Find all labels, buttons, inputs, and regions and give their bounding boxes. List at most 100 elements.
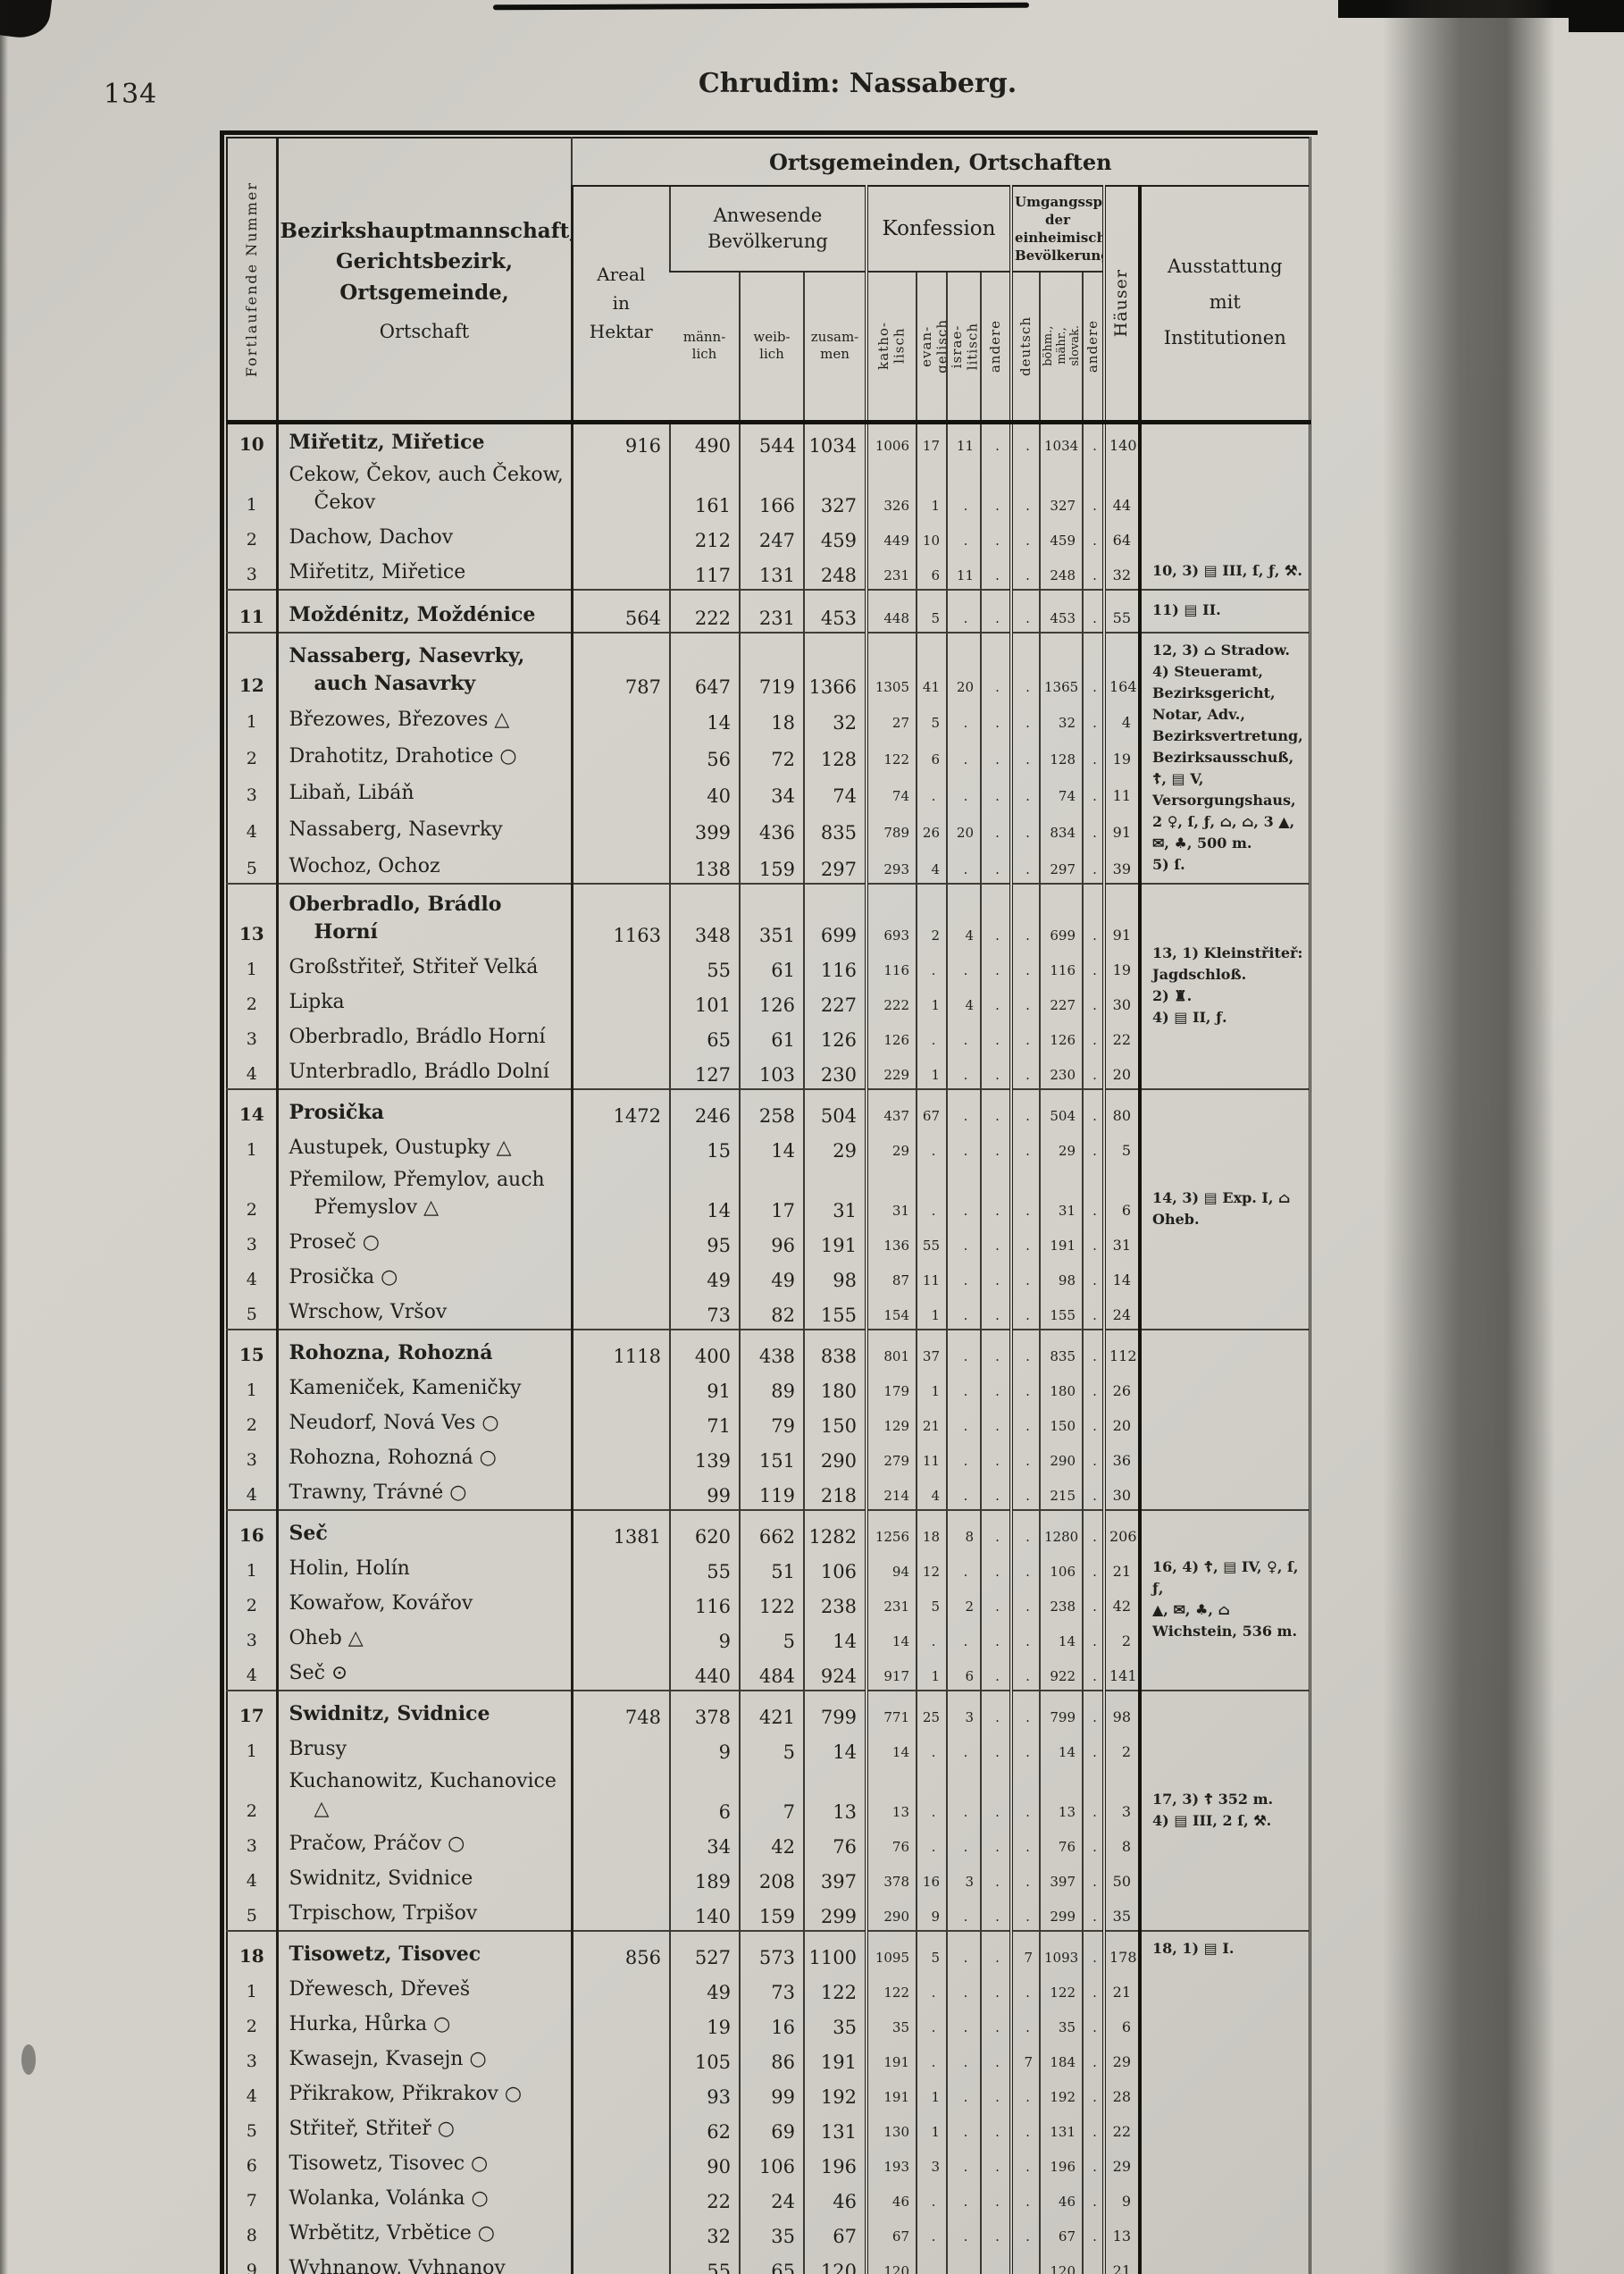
cell-de: . — [1009, 1293, 1040, 1330]
cell-ar — [570, 773, 670, 810]
cell-ha: 55 — [1102, 588, 1140, 633]
cell-name: Nassaberg, Nasevrky, auch Nasavrky — [275, 631, 572, 701]
cell-ev: 6 — [916, 736, 947, 774]
cell-nr: 2 — [246, 1199, 257, 1220]
cell-z: 31 — [803, 1163, 866, 1224]
cell-ev: 25 — [916, 1689, 947, 1731]
table-row: 1 Großstřiteř, Střiteř Velká 55 61 116 116...… — [227, 948, 1310, 984]
cell-is: . — [946, 2040, 981, 2076]
cell-ka: 789 — [865, 809, 917, 846]
cell-ar — [570, 1129, 670, 1164]
ink-mark-top-right-corner — [1569, 0, 1624, 32]
cell-m: 490 — [669, 422, 740, 459]
cell-nr: 2 — [246, 1414, 257, 1435]
cell-ak: . — [980, 809, 1011, 846]
cell-as: . — [1082, 1087, 1104, 1129]
cell-ar — [570, 1765, 670, 1825]
cell-is: . — [946, 1129, 981, 1164]
cell-name: Holin, Holín — [275, 1549, 572, 1585]
cell-ar: 564 — [570, 588, 670, 633]
cell-ha: 3 — [1102, 1765, 1140, 1825]
cell-ev: 6 — [916, 553, 947, 590]
cell-z: 180 — [803, 1369, 866, 1405]
cell-m: 71 — [669, 1404, 740, 1439]
cell-as: . — [1082, 882, 1104, 949]
cell-z: 238 — [803, 1584, 866, 1620]
cell-ev: 26 — [916, 809, 947, 846]
cell-as: . — [1082, 1223, 1104, 1259]
cell-bo: 1280 — [1039, 1508, 1083, 1550]
header-boehmisch-maehrisch-slovakisch: böhm., mähr., slovak. — [1039, 272, 1083, 424]
cell-ak: . — [980, 1689, 1011, 1731]
header-areal: Areal in Hektar — [570, 186, 670, 424]
cell-ev: . — [916, 1765, 947, 1825]
cell-ka: 120 — [865, 2249, 917, 2274]
cell-nr: 3 — [246, 2051, 257, 2071]
cell-m: 527 — [669, 1929, 740, 1971]
cell-is: . — [946, 2214, 981, 2250]
cell-ak: . — [980, 1369, 1011, 1405]
cell-de: . — [1009, 736, 1040, 774]
cell-as: . — [1082, 1258, 1104, 1294]
cell-w: 69 — [739, 2110, 804, 2145]
cell-ar — [570, 2179, 670, 2215]
cell-ka: 917 — [865, 1654, 917, 1691]
cell-as: . — [1082, 983, 1104, 1019]
cell-is: . — [946, 1087, 981, 1129]
cell-w: 89 — [739, 1369, 804, 1405]
cell-ka: 46 — [865, 2179, 917, 2215]
cell-w: 86 — [739, 2040, 804, 2076]
cell-m: 127 — [669, 1053, 740, 1089]
table-row: 5 Wrschow, Vršov 73 82 155 154 1... 155. 24 — [227, 1293, 1310, 1330]
cell-w: 421 — [739, 1689, 804, 1731]
cell-name: Unterbradlo, Brádlo Dolní — [275, 1053, 572, 1089]
cell-ar — [570, 1293, 670, 1330]
cell-ar — [570, 2214, 670, 2250]
cell-ha: 28 — [1102, 2075, 1140, 2110]
cell-ar: 856 — [570, 1929, 670, 1971]
cell-as: . — [1082, 1129, 1104, 1164]
cell-nr: 2 — [246, 1800, 257, 1821]
cell-ka: 94 — [865, 1549, 917, 1585]
cell-de: . — [1009, 882, 1040, 949]
note-cell: 17, 3) ☦ 352 m. 4) ▤ III, 2 ſ, ⚒. — [1137, 1689, 1310, 1931]
cell-ev: 41 — [916, 631, 947, 701]
cell-z: 29 — [803, 1129, 866, 1164]
cell-m: 440 — [669, 1654, 740, 1691]
running-title: Chrudim: Nassaberg. — [698, 68, 1017, 99]
cell-ka: 87 — [865, 1258, 917, 1294]
cell-ak: . — [980, 2214, 1011, 2250]
cell-bo: 799 — [1039, 1689, 1083, 1731]
cell-ka: 1305 — [865, 631, 917, 701]
cell-is: . — [946, 1369, 981, 1405]
table-row: 2 Drahotitz, Drahotice ○ 56 72 128 122 6... 128… — [227, 736, 1310, 774]
cell-nr: 3 — [246, 785, 257, 805]
table-row: 11 Moždénitz, Moždénice 564 222 231 453 448 5..… — [227, 588, 1310, 633]
cell-w: 438 — [739, 1328, 804, 1370]
cell-de: . — [1009, 809, 1040, 846]
cell-ar — [570, 845, 670, 884]
cell-m: 40 — [669, 773, 740, 810]
cell-de: . — [1009, 422, 1040, 459]
cell-de: . — [1009, 2075, 1040, 2110]
cell-is: . — [946, 1970, 981, 2006]
cell-is: 11 — [946, 422, 981, 459]
cell-is: . — [946, 700, 981, 737]
cell-nr: 3 — [246, 1630, 257, 1650]
cell-ka: 326 — [865, 458, 917, 519]
cell-nr: 2 — [246, 2016, 257, 2036]
cell-z: 74 — [803, 773, 866, 810]
cell-de: . — [1009, 1508, 1040, 1550]
cell-ar — [570, 1825, 670, 1860]
cell-is: . — [946, 1439, 981, 1474]
cell-is: . — [946, 1258, 981, 1294]
cell-bo: 67 — [1039, 2214, 1083, 2250]
cell-nr: 5 — [246, 858, 257, 878]
cell-ev: 5 — [916, 700, 947, 737]
cell-ak: . — [980, 882, 1011, 949]
table-row: 12 Nassaberg, Nasevrky, auch Nasavrky 787 6… — [227, 631, 1310, 884]
cell-m: 117 — [669, 553, 740, 590]
cell-is: . — [946, 1473, 981, 1510]
cell-z: 35 — [803, 2005, 866, 2041]
cell-is: . — [946, 1825, 981, 1860]
